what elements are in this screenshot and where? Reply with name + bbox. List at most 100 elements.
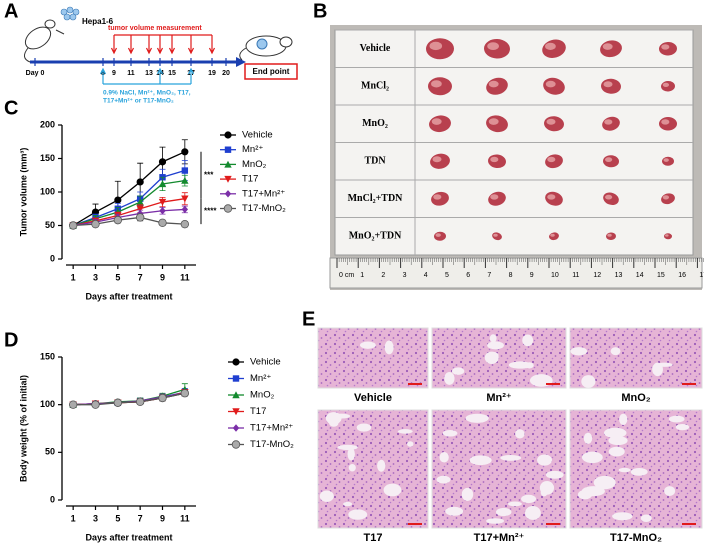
- x-tick-label: 7: [138, 272, 143, 282]
- tissue-gap: [652, 362, 663, 377]
- tissue-gap: [332, 413, 351, 419]
- point: [181, 167, 189, 174]
- point: [91, 400, 100, 409]
- measure-arrow: [145, 35, 153, 55]
- tissue-gap: [522, 334, 534, 347]
- point: [158, 198, 167, 206]
- panel-label: E: [302, 308, 315, 330]
- tumor-highlight: [487, 42, 499, 51]
- mouse-icon-end: [239, 35, 293, 61]
- tumor-highlight: [602, 43, 613, 50]
- x-tick-label: 3: [93, 272, 98, 282]
- tissue-gap: [397, 429, 413, 434]
- ruler-label: 3: [403, 272, 407, 279]
- tissue-gap: [537, 454, 553, 466]
- legend-label: T17+Mn²⁺: [242, 188, 285, 199]
- tissue-gap: [593, 475, 616, 490]
- tissue-gap: [348, 463, 356, 472]
- ruler-label: 16: [678, 272, 686, 279]
- y-tick-label: 50: [45, 220, 55, 230]
- point: [114, 196, 122, 204]
- legend-marker: [232, 408, 240, 416]
- ruler-label: 15: [657, 272, 665, 279]
- series-line: [72, 179, 185, 227]
- y-tick-label: 200: [40, 119, 55, 129]
- legend-label: T17+Mn²⁺: [250, 423, 293, 434]
- tissue-gap: [439, 451, 449, 463]
- tissue-gap: [356, 423, 372, 432]
- tissue-gap: [581, 375, 596, 388]
- tissue-gap: [461, 487, 474, 501]
- tumor-highlight: [490, 156, 499, 163]
- tissue-gap: [487, 351, 499, 359]
- tumor-highlight: [490, 194, 499, 200]
- tumor-highlight: [431, 80, 442, 88]
- x-tick-label: 11: [180, 513, 190, 523]
- row-label: MnCl₂+TDN: [348, 193, 404, 204]
- point: [135, 213, 145, 222]
- tumor-highlight: [607, 233, 612, 237]
- image-label: MnO₂: [621, 392, 650, 404]
- measure-arrow: [127, 35, 135, 55]
- end-box: [244, 63, 298, 80]
- tumor-highlight: [429, 41, 443, 51]
- point: [158, 218, 167, 228]
- ruler-label: 1: [360, 272, 364, 279]
- row-label: TDN: [364, 156, 386, 167]
- ruler-label: 11: [572, 272, 579, 279]
- point: [136, 178, 144, 186]
- tissue-gap: [348, 509, 368, 520]
- tissue-gap: [540, 488, 548, 497]
- tumor-highlight: [432, 156, 442, 163]
- tissue-gap: [337, 444, 358, 451]
- tumor-highlight: [431, 118, 442, 125]
- tissue-gap: [359, 341, 376, 349]
- y-axis-label: Tumor volume (mm³): [18, 148, 28, 237]
- tumor-highlight: [605, 194, 613, 200]
- tissue-gap: [619, 413, 628, 426]
- legend-marker: [232, 358, 240, 366]
- tissue-gap: [486, 518, 505, 524]
- ruler-label: 5: [445, 272, 449, 279]
- image-label: Vehicle: [354, 392, 392, 404]
- tumor-highlight: [547, 156, 556, 163]
- x-tick-label: 9: [160, 272, 165, 282]
- ruler-label: 17: [699, 272, 704, 279]
- legend-label: T17: [242, 174, 258, 185]
- day-label: 15: [168, 70, 176, 77]
- series-line: [72, 151, 186, 227]
- tissue-gap: [329, 419, 339, 427]
- point: [136, 198, 144, 206]
- legend-label: Vehicle: [242, 130, 273, 141]
- point: [181, 195, 189, 203]
- legend-marker: [224, 160, 232, 168]
- series-line: [72, 169, 186, 227]
- point: [91, 219, 100, 229]
- end-label: End point: [253, 67, 290, 76]
- legend-label: T17: [250, 406, 266, 417]
- day-label: 20: [222, 70, 230, 77]
- tumor-highlight: [605, 157, 613, 163]
- tumor-highlight: [546, 118, 556, 125]
- x-tick-label: 9: [160, 513, 165, 523]
- tissue-gap: [442, 430, 458, 437]
- micrograph: [317, 327, 429, 389]
- point: [180, 389, 190, 398]
- point: [159, 207, 166, 215]
- point: [113, 215, 123, 225]
- point: [158, 158, 167, 166]
- tissue-gap: [495, 507, 512, 517]
- tissue-gap: [581, 451, 603, 464]
- tissue-gap: [612, 512, 633, 521]
- legend-label: MnO₂: [242, 159, 267, 170]
- tissue-gap: [603, 427, 627, 438]
- image-label: T17+Mn²⁺: [474, 532, 525, 544]
- series-line: [73, 198, 185, 227]
- treat-arrow: [187, 67, 195, 84]
- tissue-gap: [445, 506, 464, 516]
- tissue-gap: [507, 501, 522, 507]
- tissue-gap: [377, 459, 386, 472]
- row-label: MnO₂: [362, 118, 388, 129]
- legend-label: T17-MnO₂: [242, 203, 286, 214]
- measure-arrow: [187, 35, 195, 55]
